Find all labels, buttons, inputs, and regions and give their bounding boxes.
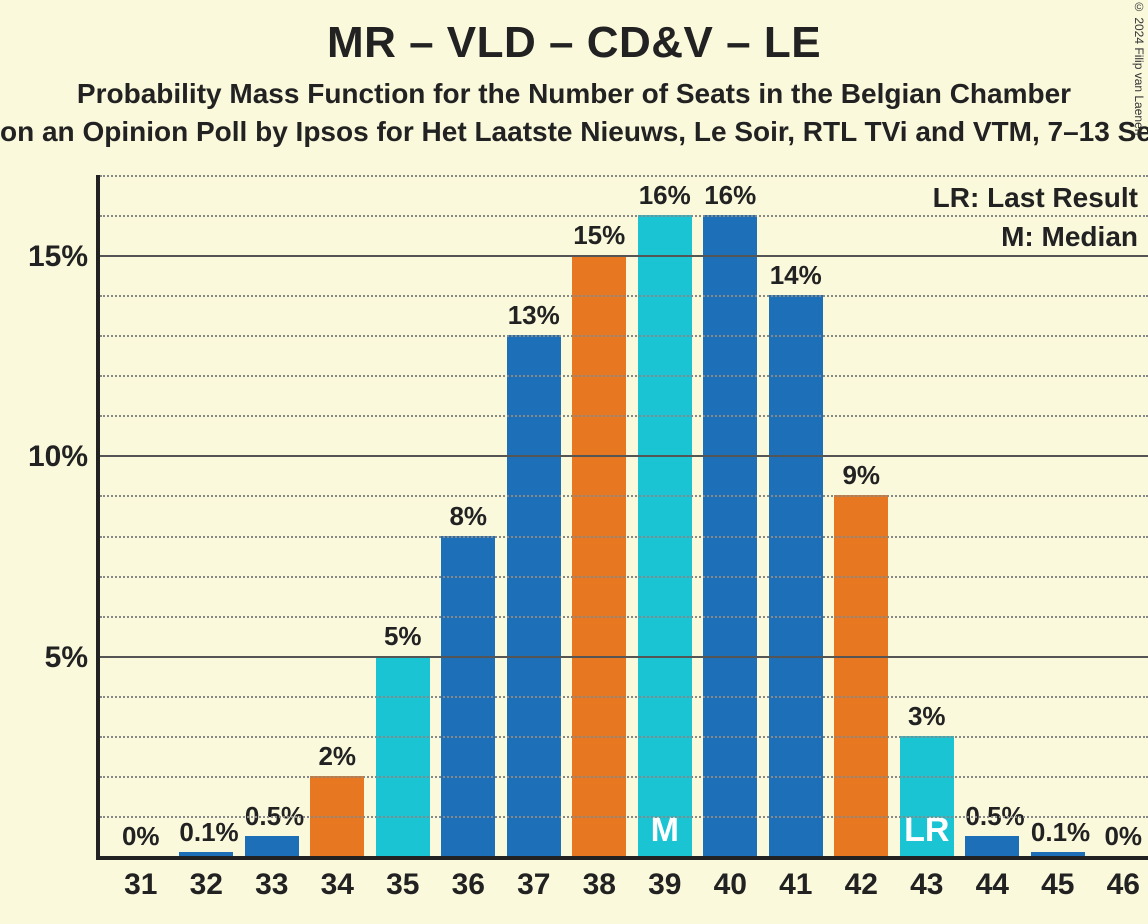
bar-value-label: 5% — [376, 621, 430, 652]
copyright-label: © 2024 Filip van Laenen — [1132, 0, 1146, 135]
gridline-major — [100, 255, 1148, 257]
pmf-chart: MR – VLD – CD&V – LE Probability Mass Fu… — [0, 0, 1148, 924]
x-tick-label: 43 — [910, 868, 943, 902]
gridline-minor — [100, 295, 1148, 297]
bar-value-label: 9% — [834, 460, 888, 491]
gridline-minor — [100, 576, 1148, 578]
chart-subtitle-1: Probability Mass Function for the Number… — [0, 78, 1148, 110]
gridline-major — [100, 455, 1148, 457]
bar: 5% — [376, 656, 430, 856]
chart-title: MR – VLD – CD&V – LE — [0, 18, 1148, 68]
bar-value-label: 14% — [769, 260, 823, 291]
x-tick-label: 34 — [321, 868, 354, 902]
gridline-minor — [100, 536, 1148, 538]
x-tick-label: 46 — [1107, 868, 1140, 902]
x-tick-label: 44 — [976, 868, 1009, 902]
bar-value-label: 2% — [310, 741, 364, 772]
bar: 0.5% — [245, 836, 299, 856]
x-tick-label: 40 — [714, 868, 747, 902]
y-tick-label: 15% — [8, 240, 88, 274]
gridline-minor — [100, 215, 1148, 217]
x-tick-label: 36 — [452, 868, 485, 902]
gridline-minor — [100, 335, 1148, 337]
bars-container: 0%0.1%0.5%2%5%8%13%15%16%M16%14%9%3%LR0.… — [100, 175, 1148, 856]
bar-value-label: 13% — [507, 300, 561, 331]
gridline-minor — [100, 495, 1148, 497]
bar-value-label: 0.1% — [1031, 817, 1085, 848]
plot-area: 0%0.1%0.5%2%5%8%13%15%16%M16%14%9%3%LR0.… — [96, 175, 1148, 860]
x-tick-label: 31 — [124, 868, 157, 902]
bar: 0.5% — [965, 836, 1019, 856]
y-tick-label: 10% — [8, 440, 88, 474]
bar-value-label: 0% — [114, 821, 168, 852]
x-tick-label: 45 — [1041, 868, 1074, 902]
gridline-minor — [100, 696, 1148, 698]
bar-value-label: 8% — [441, 501, 495, 532]
bar-value-label: 0.1% — [179, 817, 233, 848]
chart-subtitle-2: on an Opinion Poll by Ipsos for Het Laat… — [0, 116, 1148, 148]
bar: 3%LR — [900, 736, 954, 856]
bar: 0.1% — [1031, 852, 1085, 856]
x-axis — [96, 856, 1148, 860]
bar-value-label: 16% — [638, 180, 692, 211]
x-tick-label: 38 — [583, 868, 616, 902]
gridline-minor — [100, 816, 1148, 818]
gridline-minor — [100, 415, 1148, 417]
x-tick-label: 39 — [648, 868, 681, 902]
y-tick-label: 5% — [8, 641, 88, 675]
bar-value-label: 0% — [1096, 821, 1148, 852]
gridline-minor — [100, 776, 1148, 778]
x-tick-label: 32 — [190, 868, 223, 902]
bar: 15% — [572, 255, 626, 856]
x-axis-labels: 31 32 33 34 35 36 37 38 39 40 41 42 43 44 45 46 — [100, 868, 1148, 918]
gridline-major — [100, 656, 1148, 658]
x-tick-label: 35 — [386, 868, 419, 902]
x-tick-label: 37 — [517, 868, 550, 902]
bar: 9% — [834, 495, 888, 856]
bar-value-label: 16% — [703, 180, 757, 211]
gridline-minor — [100, 375, 1148, 377]
x-tick-label: 42 — [845, 868, 878, 902]
gridline-minor — [100, 736, 1148, 738]
x-tick-label: 41 — [779, 868, 812, 902]
bar: 0.1% — [179, 852, 233, 856]
bar-value-label: 3% — [900, 701, 954, 732]
bar-value-label: 15% — [572, 220, 626, 251]
x-tick-label: 33 — [255, 868, 288, 902]
gridline-minor — [100, 616, 1148, 618]
gridline-minor — [100, 175, 1148, 177]
